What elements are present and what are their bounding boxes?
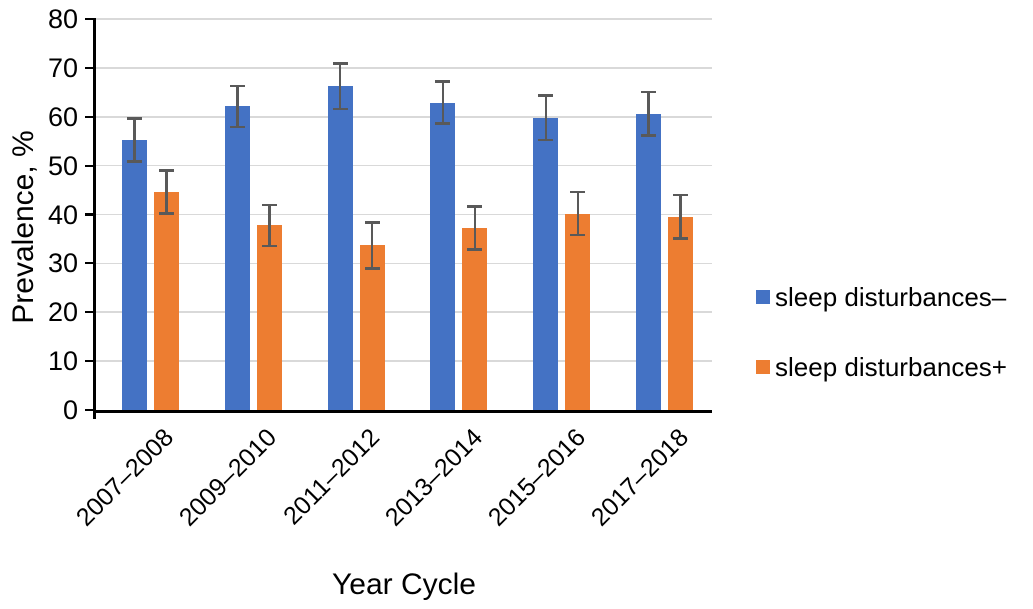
error-bar-cap-top xyxy=(435,80,451,83)
bar-plus-2015–2016 xyxy=(565,213,591,410)
error-bar-line xyxy=(165,170,168,214)
bar-minus-2007–2008 xyxy=(121,139,147,410)
y-axis-line xyxy=(93,17,96,419)
error-bar-cap-top xyxy=(467,205,483,208)
error-bar-cap-bottom xyxy=(229,125,245,129)
legend-label: sleep disturbances– xyxy=(775,282,1007,312)
gridline xyxy=(95,18,712,20)
bar-plus-2013–2014 xyxy=(462,228,488,410)
y-axis-tick-label: 10 xyxy=(47,346,78,377)
error-bar-cap-top xyxy=(158,169,174,172)
gridline xyxy=(95,164,712,167)
error-bar-cap-bottom xyxy=(126,160,142,163)
bar-plus-2009–2010 xyxy=(256,224,282,410)
bar-minus-2015–2016 xyxy=(533,117,559,410)
y-axis-tick-label: 80 xyxy=(47,4,78,34)
bar-minus-2013–2014 xyxy=(430,103,456,410)
error-bar-line xyxy=(441,81,445,124)
bar-minus-2011–2012 xyxy=(327,85,353,410)
y-axis-tick xyxy=(85,17,93,21)
y-axis-tick-label: 40 xyxy=(47,199,78,230)
bar-plus-2011–2012 xyxy=(359,245,385,410)
error-bar-cap-bottom xyxy=(641,134,657,137)
error-bar-cap-bottom xyxy=(261,244,277,248)
y-axis-tick xyxy=(85,164,93,167)
error-bar-line xyxy=(576,192,579,236)
error-bar-cap-bottom xyxy=(538,138,554,142)
error-bar-cap-bottom xyxy=(467,248,483,251)
y-axis-tick-label: 50 xyxy=(47,150,78,181)
legend-label: sleep disturbances+ xyxy=(775,352,1007,382)
error-bar-line xyxy=(370,222,374,269)
legend-item-sleep-disturbances-plus: sleep disturbances+ xyxy=(756,353,1007,381)
error-bar-cap-bottom xyxy=(570,233,586,237)
gridline xyxy=(95,360,712,362)
y-axis-tick xyxy=(85,213,93,216)
error-bar-cap-bottom xyxy=(435,122,451,125)
bar-minus-2009–2010 xyxy=(224,106,250,410)
gridline xyxy=(95,213,712,216)
y-axis-tick-label: 0 xyxy=(62,395,78,425)
error-bar-line xyxy=(236,85,239,127)
y-axis-tick xyxy=(85,66,93,69)
error-bar-cap-top xyxy=(570,190,586,194)
bar-plus-2007–2008 xyxy=(153,191,179,410)
error-bar-cap-top xyxy=(538,94,554,97)
error-bar-line xyxy=(544,95,547,140)
y-axis-tick xyxy=(85,311,93,314)
y-axis-tick-label: 20 xyxy=(47,297,78,328)
error-bar-cap-top xyxy=(332,62,348,65)
error-bar-cap-top xyxy=(229,84,245,88)
y-axis-tick xyxy=(85,115,93,118)
error-bar-cap-top xyxy=(641,90,657,94)
legend-swatch-orange-icon xyxy=(756,360,770,374)
error-bar-line xyxy=(473,206,477,250)
y-axis-tick xyxy=(85,408,93,412)
legend-swatch-blue-icon xyxy=(756,290,770,304)
error-bar-cap-bottom xyxy=(364,267,380,270)
error-bar-cap-top xyxy=(364,221,380,224)
error-bar-line xyxy=(338,63,342,109)
y-axis-tick xyxy=(85,360,93,363)
y-axis-tick-label: 60 xyxy=(47,101,78,132)
error-bar-cap-top xyxy=(673,193,689,197)
bar-minus-2017–2018 xyxy=(636,113,662,410)
error-bar-cap-top xyxy=(126,117,142,120)
gridline xyxy=(95,262,712,265)
gridline xyxy=(95,311,712,314)
bar-plus-2017–2018 xyxy=(668,217,694,410)
error-bar-line xyxy=(647,91,650,136)
error-bar-line xyxy=(679,194,682,239)
error-bar-cap-top xyxy=(261,203,277,207)
gridline xyxy=(95,67,712,69)
x-axis-line xyxy=(93,410,712,413)
y-axis-tick xyxy=(85,262,93,265)
error-bar-line xyxy=(268,204,271,246)
y-axis-tick-label: 70 xyxy=(47,52,78,83)
x-axis-title: Year Cycle xyxy=(332,568,476,601)
gridline xyxy=(95,115,712,118)
error-bar-cap-bottom xyxy=(158,212,174,215)
y-axis-title: Prevalence, % xyxy=(7,130,40,324)
y-axis-tick-label: 30 xyxy=(47,248,78,279)
error-bar-line xyxy=(133,118,136,162)
legend-item-sleep-disturbances-minus: sleep disturbances– xyxy=(756,283,1006,311)
error-bar-cap-bottom xyxy=(332,107,348,111)
error-bar-cap-bottom xyxy=(673,237,689,240)
